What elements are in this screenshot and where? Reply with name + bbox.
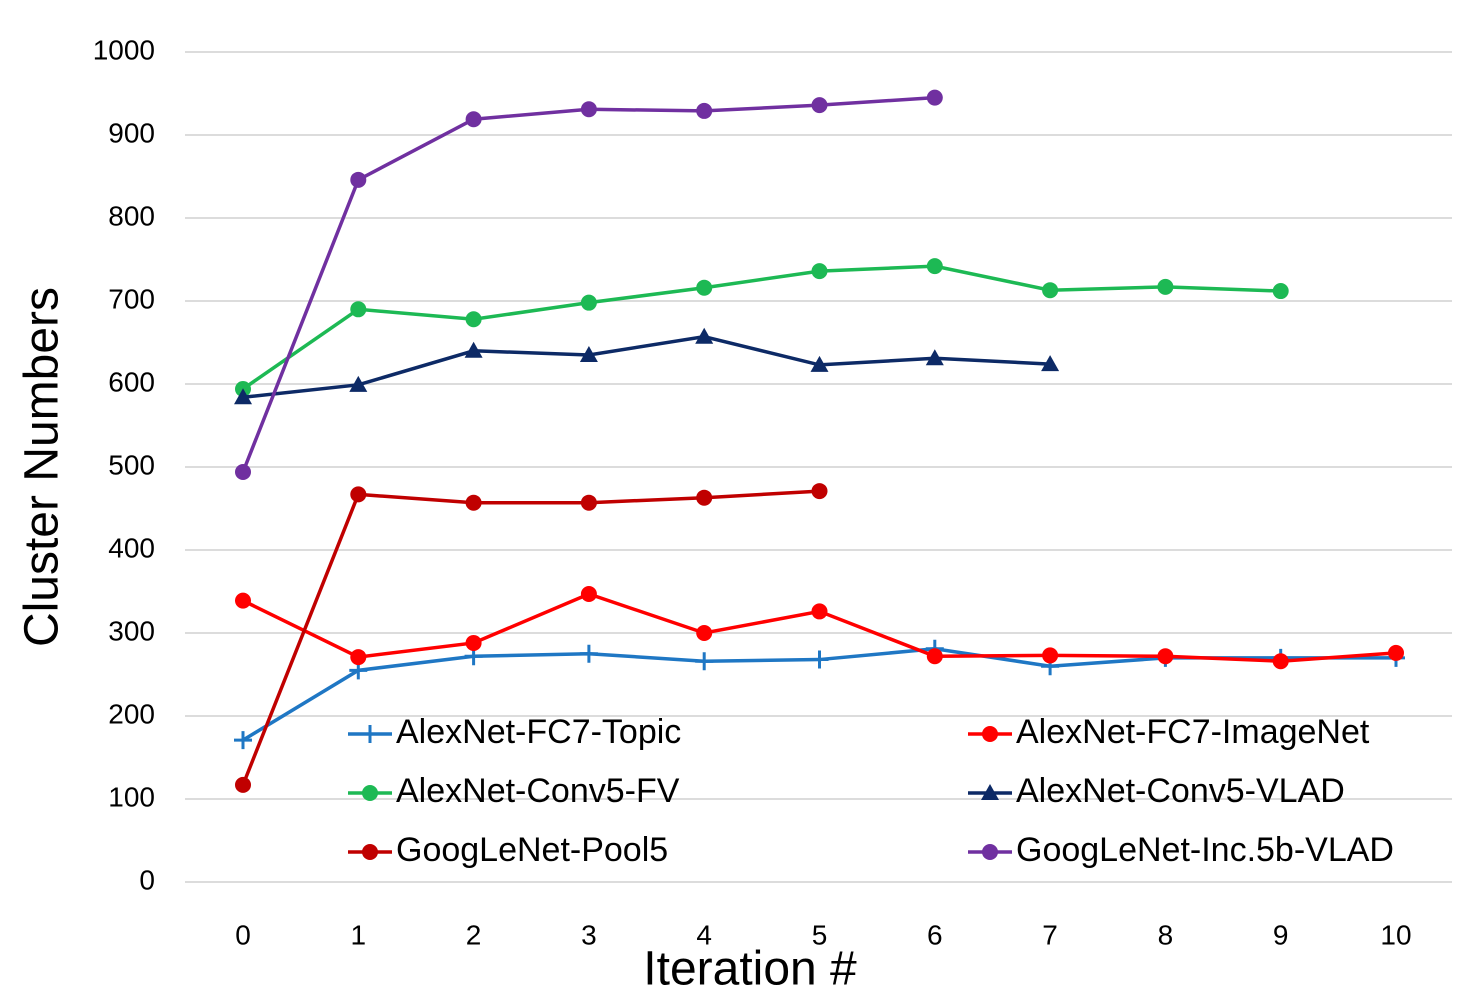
marker — [1042, 647, 1059, 664]
marker — [361, 725, 379, 743]
y-tick-label: 500 — [108, 449, 155, 480]
y-tick-label: 800 — [108, 200, 155, 231]
marker — [926, 258, 943, 275]
marker — [695, 327, 714, 344]
x-tick-label: 4 — [696, 919, 712, 950]
x-axis-title: Iteration # — [643, 943, 857, 996]
y-tick-label: 1000 — [93, 34, 155, 65]
marker — [465, 494, 482, 511]
marker — [695, 652, 714, 671]
y-tick-label: 900 — [108, 117, 155, 148]
series-line — [242, 264, 1281, 391]
marker — [464, 341, 483, 358]
x-tick-label: 8 — [1158, 919, 1174, 950]
marker — [925, 349, 944, 366]
x-tick-label: 9 — [1273, 919, 1289, 950]
marker — [696, 102, 713, 119]
y-tick-label: 200 — [108, 698, 155, 729]
marker — [1272, 653, 1289, 670]
marker — [235, 592, 251, 609]
marker — [982, 726, 998, 742]
marker — [465, 634, 482, 651]
y-tick-label: 400 — [108, 532, 155, 563]
marker — [810, 355, 829, 372]
series-line — [241, 489, 820, 786]
marker — [350, 171, 367, 188]
marker — [580, 294, 597, 311]
marker — [1157, 278, 1174, 295]
marker — [696, 625, 713, 641]
marker — [1042, 282, 1059, 299]
marker — [579, 644, 598, 663]
marker — [580, 101, 597, 118]
x-tick-label: 2 — [466, 919, 482, 950]
y-tick-label: 600 — [108, 366, 155, 397]
legend-text: GoogLeNet-Inc.5b-VLAD — [1016, 831, 1394, 869]
legend-text: AlexNet-Conv5-VLAD — [1016, 772, 1345, 810]
x-tick-label: 6 — [927, 919, 943, 950]
series-line — [241, 95, 935, 473]
y-tick-label: 700 — [108, 283, 155, 314]
y-tick-label: 0 — [139, 864, 155, 895]
marker — [349, 375, 368, 392]
marker — [982, 844, 998, 860]
marker — [362, 844, 378, 860]
marker — [234, 388, 252, 405]
marker — [580, 585, 597, 602]
x-tick-label: 1 — [351, 919, 367, 950]
legend-text: AlexNet-FC7-ImageNet — [1016, 713, 1370, 751]
marker — [811, 97, 828, 114]
marker — [981, 784, 999, 800]
y-tick-label: 100 — [108, 781, 155, 812]
marker — [1157, 648, 1174, 665]
marker — [235, 463, 251, 480]
marker — [465, 311, 482, 328]
marker — [1272, 283, 1289, 300]
marker — [350, 486, 367, 503]
marker — [811, 603, 828, 620]
marker — [234, 731, 252, 750]
marker — [350, 301, 367, 318]
legend-text: AlexNet-Conv5-FV — [396, 772, 680, 810]
x-tick-label: 3 — [581, 919, 597, 950]
series-line — [242, 334, 1051, 400]
x-tick-label: 10 — [1380, 919, 1411, 950]
legend-text: GoogLeNet-Pool5 — [396, 831, 668, 869]
marker — [810, 650, 829, 669]
marker — [1041, 355, 1060, 372]
marker — [696, 489, 713, 506]
y-axis-title: Cluster Numbers — [16, 287, 69, 647]
legend-text: AlexNet-FC7-Topic — [396, 713, 681, 751]
marker — [235, 776, 251, 793]
marker — [811, 263, 828, 280]
marker — [696, 279, 713, 296]
marker — [580, 494, 597, 511]
marker — [362, 785, 378, 801]
marker — [811, 483, 828, 500]
marker — [350, 649, 367, 666]
x-tick-label: 7 — [1042, 919, 1058, 950]
marker — [579, 345, 598, 362]
x-tick-label: 5 — [812, 919, 828, 950]
marker — [926, 648, 943, 665]
x-tick-label: 0 — [235, 919, 251, 950]
y-tick-label: 300 — [108, 615, 155, 646]
marker — [926, 89, 943, 106]
marker — [465, 111, 482, 128]
marker — [1388, 644, 1404, 661]
